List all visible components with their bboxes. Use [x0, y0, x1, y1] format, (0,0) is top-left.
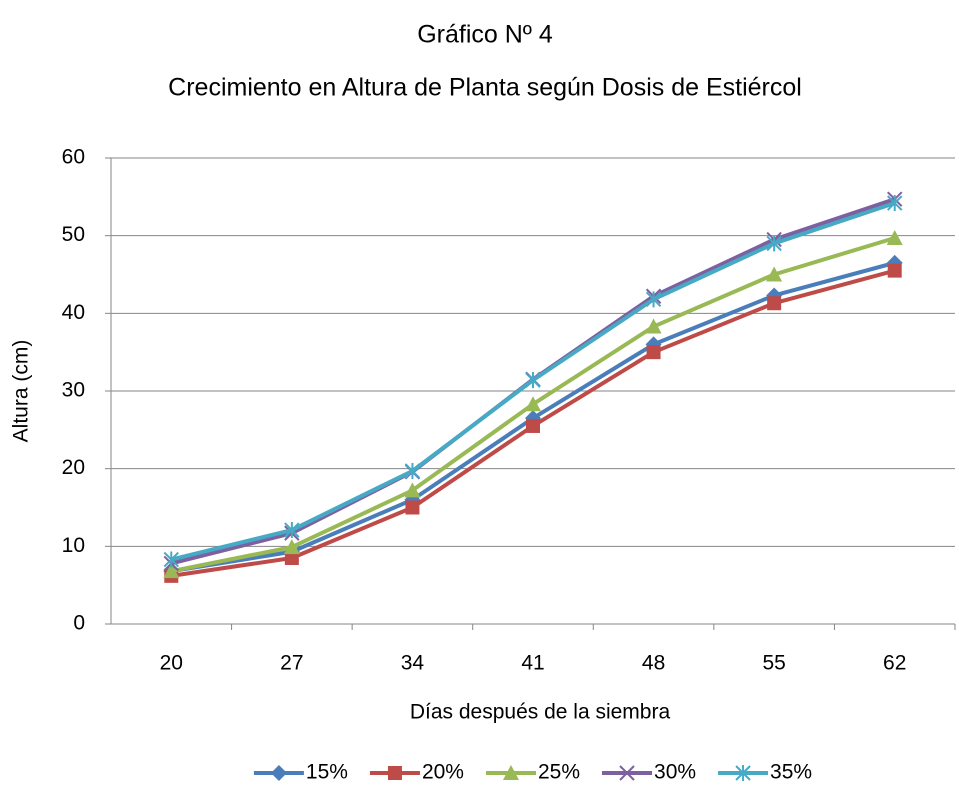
y-axis-label: Altura (cm)	[10, 340, 33, 443]
marker	[766, 266, 783, 282]
marker	[284, 522, 300, 539]
x-tick-label: 55	[762, 652, 785, 675]
marker	[646, 345, 661, 360]
chart-title: Gráfico Nº 4	[417, 21, 553, 49]
legend-label: 30%	[654, 761, 696, 784]
legend-marker	[502, 765, 519, 780]
legend-label: 35%	[770, 761, 812, 784]
marker	[525, 396, 541, 412]
legend-label: 20%	[422, 761, 464, 784]
y-tick-label: 0	[73, 612, 85, 635]
y-tick-label: 10	[62, 534, 85, 557]
legend-marker	[619, 765, 635, 781]
legend: 15% 20% 25% 30% 35%	[253, 761, 812, 784]
marker	[283, 539, 300, 555]
marker	[284, 550, 299, 565]
x-tick-label: 48	[642, 652, 665, 675]
marker	[767, 296, 782, 311]
marker	[404, 482, 421, 498]
marker	[887, 195, 903, 212]
marker	[163, 551, 179, 568]
y-tick-label: 50	[62, 223, 85, 246]
legend-label: 25%	[538, 761, 580, 784]
x-axis-label: Días después de la siembra	[410, 701, 671, 724]
chart-subtitle: Crecimiento en Altura de Planta según Do…	[168, 74, 802, 102]
legend-marker	[735, 765, 751, 781]
marker	[525, 372, 541, 389]
marker	[163, 563, 180, 579]
x-tick-label: 62	[883, 652, 906, 675]
marker	[526, 418, 540, 433]
legend-label: 15%	[306, 761, 348, 784]
y-tick-label: 20	[62, 456, 85, 479]
y-tick-label: 30	[62, 379, 85, 402]
x-tick-label: 27	[280, 652, 303, 675]
marker	[645, 318, 662, 334]
legend-marker	[270, 765, 287, 781]
x-tick-label: 34	[401, 652, 425, 675]
x-tick-label: 41	[521, 652, 544, 675]
marker	[886, 229, 903, 245]
marker	[645, 291, 662, 308]
marker	[887, 263, 902, 278]
y-tick-label: 60	[62, 146, 85, 169]
marker	[404, 462, 421, 479]
marker	[405, 500, 420, 515]
marker	[766, 235, 782, 252]
legend-marker	[387, 766, 402, 780]
y-tick-label: 40	[62, 301, 85, 324]
x-tick-label: 20	[160, 652, 183, 675]
